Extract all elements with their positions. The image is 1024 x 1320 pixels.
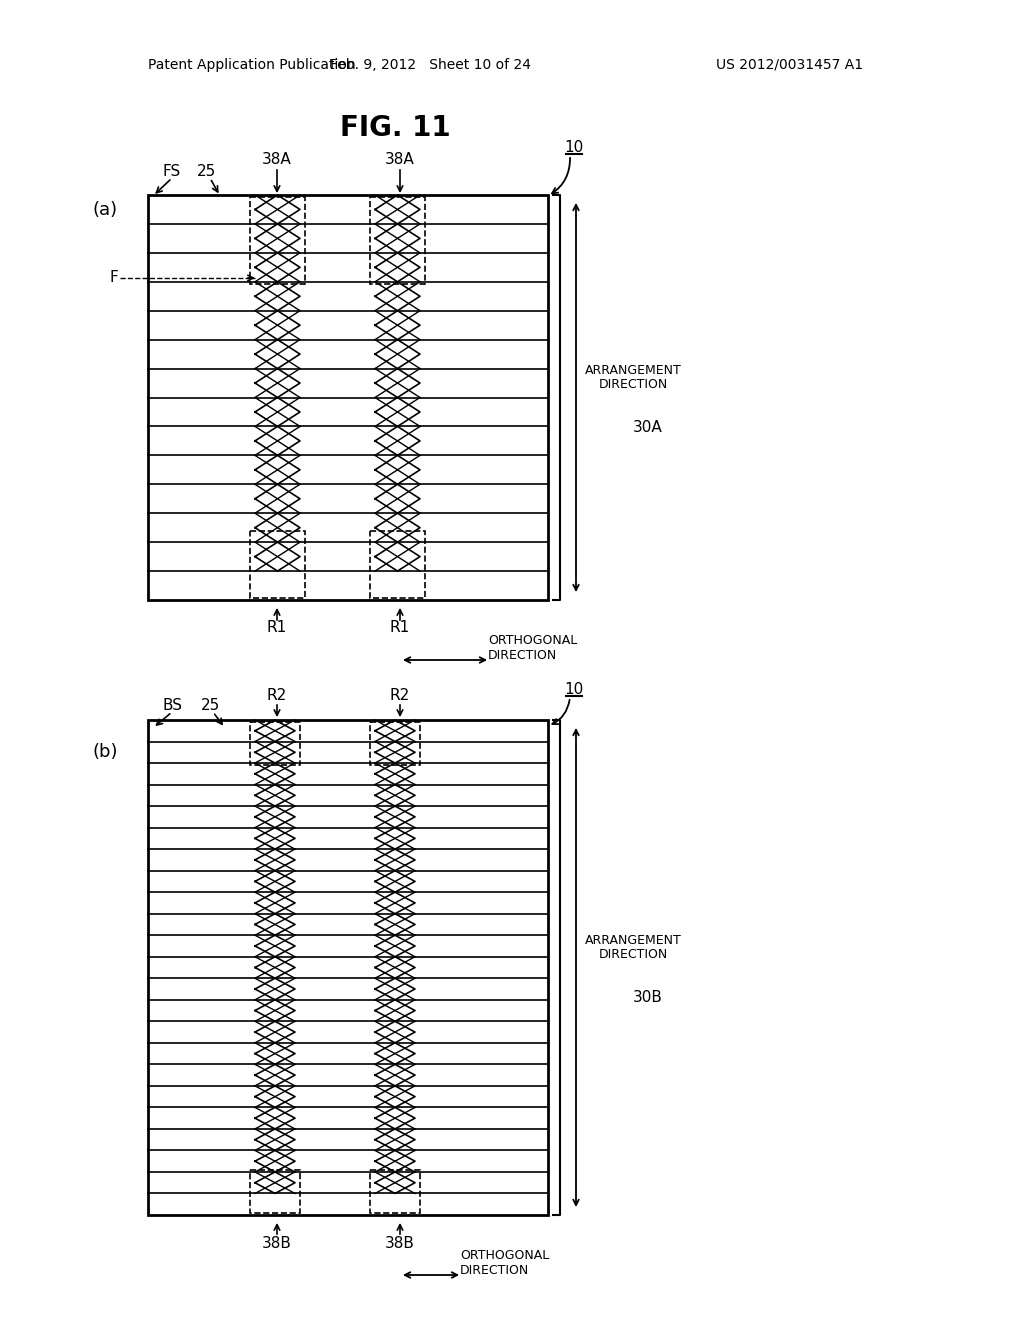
Text: Patent Application Publication: Patent Application Publication xyxy=(148,58,355,73)
Text: 30B: 30B xyxy=(633,990,663,1005)
Text: ORTHOGONAL
DIRECTION: ORTHOGONAL DIRECTION xyxy=(488,634,578,663)
Bar xyxy=(370,1170,420,1213)
Text: F: F xyxy=(110,271,118,285)
Text: Feb. 9, 2012   Sheet 10 of 24: Feb. 9, 2012 Sheet 10 of 24 xyxy=(330,58,530,73)
Text: US 2012/0031457 A1: US 2012/0031457 A1 xyxy=(717,58,863,73)
Text: BS: BS xyxy=(162,698,182,714)
Text: 38A: 38A xyxy=(385,153,415,168)
Text: 25: 25 xyxy=(201,698,219,714)
Text: FS: FS xyxy=(163,165,181,180)
Text: 10: 10 xyxy=(564,140,584,156)
Text: R1: R1 xyxy=(267,620,287,635)
Text: ARRANGEMENT
DIRECTION: ARRANGEMENT DIRECTION xyxy=(585,933,681,961)
Bar xyxy=(148,195,548,601)
Text: (b): (b) xyxy=(92,743,118,762)
Text: ARRANGEMENT
DIRECTION: ARRANGEMENT DIRECTION xyxy=(585,363,681,392)
Bar xyxy=(250,531,305,598)
Text: R2: R2 xyxy=(390,688,411,702)
Bar xyxy=(250,197,305,284)
Text: 38A: 38A xyxy=(262,153,292,168)
Text: R2: R2 xyxy=(267,688,287,702)
Bar xyxy=(370,531,425,598)
Text: (a): (a) xyxy=(92,201,118,219)
Text: 10: 10 xyxy=(564,682,584,697)
Bar xyxy=(250,722,300,766)
Bar xyxy=(370,722,420,766)
Text: FIG. 11: FIG. 11 xyxy=(340,114,451,143)
Text: 38B: 38B xyxy=(385,1236,415,1250)
Bar xyxy=(370,197,425,284)
Text: 25: 25 xyxy=(198,165,217,180)
Text: 30A: 30A xyxy=(633,420,663,436)
Text: 38B: 38B xyxy=(262,1236,292,1250)
Text: ORTHOGONAL
DIRECTION: ORTHOGONAL DIRECTION xyxy=(460,1249,549,1276)
Text: R1: R1 xyxy=(390,620,411,635)
Bar xyxy=(148,719,548,1214)
Bar xyxy=(250,1170,300,1213)
